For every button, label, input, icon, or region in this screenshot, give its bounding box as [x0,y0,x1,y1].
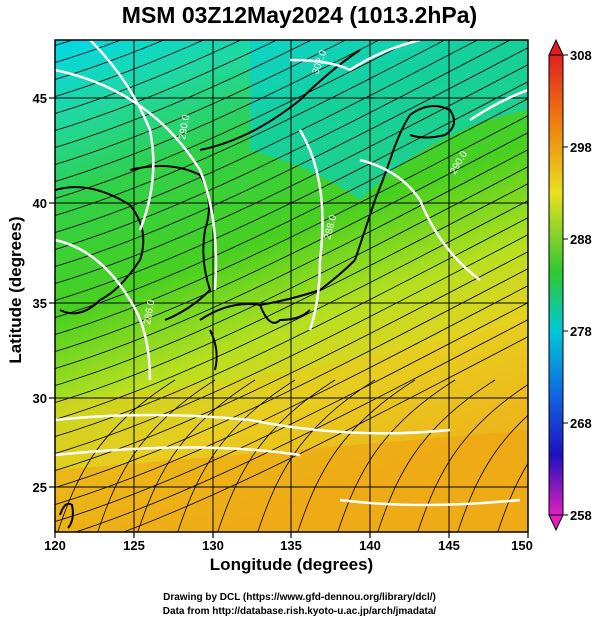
colorbar-tick: 278 [570,324,592,339]
x-axis-label: Longitude (degrees) [209,555,374,574]
streamline [55,166,528,386]
wind-streamlines [40,0,560,532]
streamline [55,251,528,471]
streamline [337,379,456,532]
y-tick-label: 45 [33,91,47,106]
streamline [457,414,528,532]
streamline [40,0,560,33]
contour-label: 286.0 [142,299,157,326]
streamline [55,81,528,301]
y-tick-label: 30 [33,391,47,406]
colorbar-tick: 308 [570,48,592,63]
streamline [55,40,165,80]
streamline [55,40,413,199]
streamline [417,384,528,532]
streamline [297,379,416,532]
colorbar: 308 298 288 278 268 258 [548,38,592,532]
streamline [74,319,528,532]
x-tick-label: 150 [511,538,533,553]
streamline [497,462,528,532]
streamline [55,40,313,148]
streamline [177,379,296,532]
streamline [40,0,560,16]
x-tick-label: 135 [280,538,302,553]
colorbar-tick: 268 [570,416,592,431]
streamline [217,379,336,532]
streamline [55,40,242,114]
x-tick-label: 145 [438,538,460,553]
y-tick-label: 35 [33,296,47,311]
streamline [257,379,376,532]
colorbar-tick: 298 [570,140,592,155]
x-tick-label: 125 [123,538,145,553]
streamline [55,40,446,216]
streamline [55,200,528,420]
streamline [55,40,347,165]
streamline [55,40,479,233]
streamline [55,98,528,318]
isotherm-contours [55,40,528,507]
x-tick-label: 140 [359,538,381,553]
streamline [377,379,496,532]
colorbar-tick: 258 [570,508,592,523]
streamline [55,302,528,522]
streamline [55,285,528,505]
streamline [55,40,205,97]
streamline [55,217,528,437]
streamline [57,379,176,532]
streamline [55,268,528,488]
streamline [55,149,528,369]
colorbar-tick: 288 [570,232,592,247]
coastlines [55,49,455,529]
x-tick-label: 130 [202,538,224,553]
data-credit: Data from http://database.rish.kyoto-u.a… [162,606,437,617]
drawing-credit: Drawing by DCL (https://www.gfd-dennou.o… [163,592,436,603]
streamline [97,379,216,532]
streamline [55,40,512,250]
map-title: MSM 03Z12May2024 (1013.2hPa) [121,2,478,28]
y-tick-label: 25 [33,480,47,495]
streamline [55,115,528,335]
y-axis-label: Latitude (degrees) [6,216,25,364]
streamline [122,336,528,532]
contour-label: 290.0 [177,114,192,141]
streamline [55,40,278,131]
streamline [55,234,528,454]
streamline [55,40,380,182]
streamline [137,379,256,532]
streamline [55,64,528,284]
x-tick-label: 120 [44,538,66,553]
streamline [55,132,528,352]
y-tick-label: 40 [33,196,47,211]
streamline [55,47,528,267]
